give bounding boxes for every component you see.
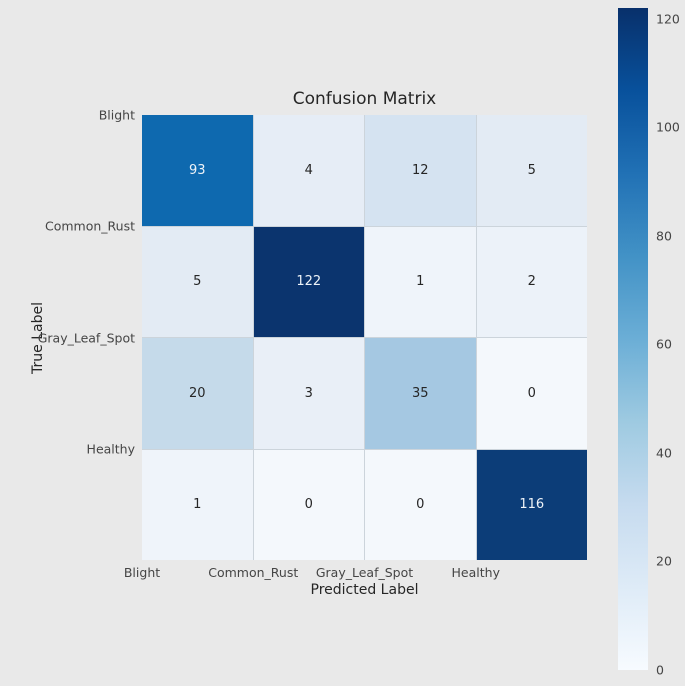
y-tick-label: Common_Rust <box>44 218 135 234</box>
matrix-cell: 1 <box>142 449 253 560</box>
x-axis-label: Predicted Label <box>310 582 419 598</box>
matrix-cell: 0 <box>253 449 364 560</box>
matrix-cell: 12 <box>365 115 476 226</box>
colorbar-tick-label: 20 <box>656 553 672 569</box>
matrix-cell: 0 <box>365 449 476 560</box>
colorbar-tick-label: 40 <box>656 445 672 461</box>
y-tick-label: Blight <box>98 107 135 123</box>
y-tick-label: Gray_Leaf_Spot <box>37 330 135 345</box>
colorbar-tick-label: 0 <box>656 662 664 678</box>
matrix-cell: 1 <box>365 226 476 337</box>
x-tick-label: Common_Rust <box>208 565 299 580</box>
matrix-cell: 122 <box>253 226 364 337</box>
matrix-cell: 5 <box>476 115 587 226</box>
x-tick-label: Blight <box>123 565 161 580</box>
colorbar-tick-label: 100 <box>656 119 680 135</box>
matrix-cell: 93 <box>142 115 253 226</box>
x-tick-label: Healthy <box>451 565 500 580</box>
colorbar-tick-label: 60 <box>656 336 672 352</box>
matrix-cell: 116 <box>476 449 587 560</box>
matrix-cell: 35 <box>365 338 476 449</box>
heatmap-grid: 93 4 12 5 5 122 1 2 20 3 35 0 1 0 0 116 <box>142 115 587 560</box>
y-tick-label: Healthy <box>86 441 135 457</box>
colorbar-tick-label: 80 <box>656 228 672 244</box>
matrix-cell: 4 <box>253 115 364 226</box>
matrix-cell: 3 <box>253 338 364 449</box>
x-tick-label: Gray_Leaf_Spot <box>315 565 414 580</box>
matrix-cell: 2 <box>476 226 587 337</box>
matrix-cell: 20 <box>142 338 253 449</box>
colorbar-gradient <box>618 8 648 670</box>
matrix-cell: 0 <box>476 338 587 449</box>
chart-title: Confusion Matrix <box>292 89 437 109</box>
matrix-cell: 5 <box>142 226 253 337</box>
colorbar-tick-label: 120 <box>656 11 680 27</box>
